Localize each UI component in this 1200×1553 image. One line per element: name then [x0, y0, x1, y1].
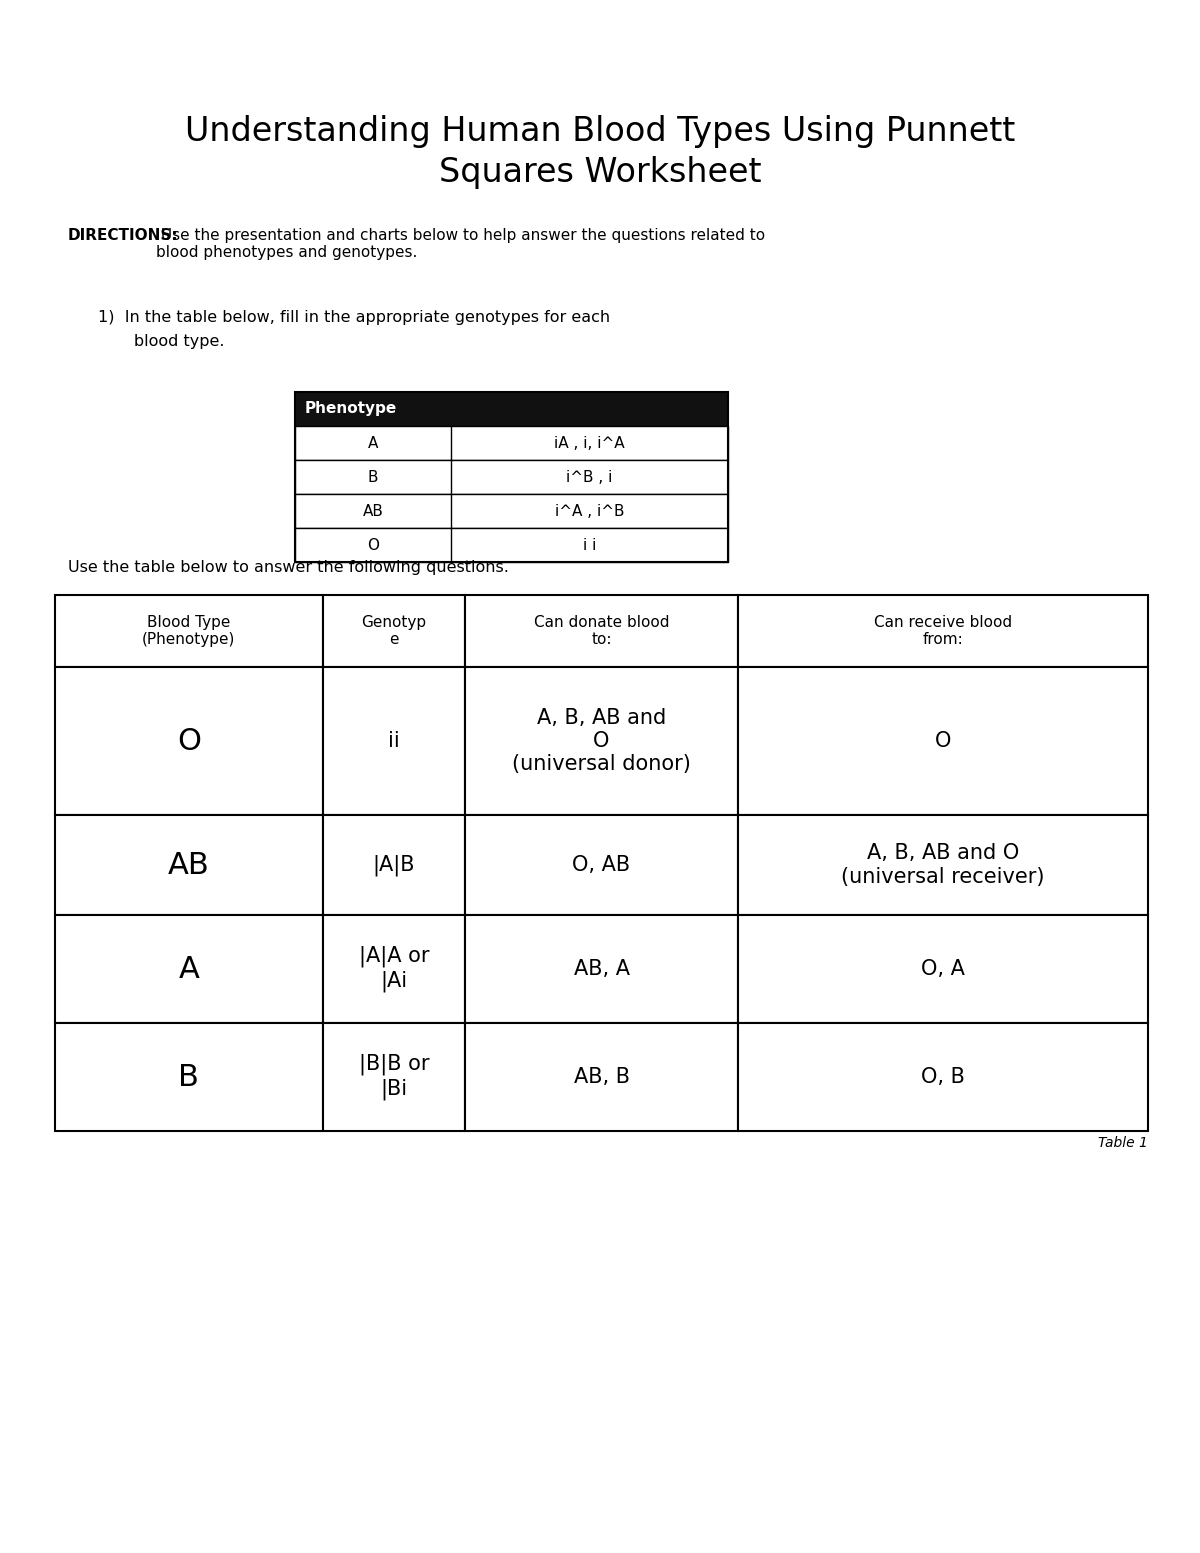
Text: DIRECTIONS:: DIRECTIONS: [68, 228, 179, 242]
Text: i^B , i: i^B , i [566, 469, 613, 485]
Text: A, B, AB and
O
(universal donor): A, B, AB and O (universal donor) [512, 708, 691, 775]
Text: O, B: O, B [922, 1067, 965, 1087]
Bar [295, 528, 728, 562]
Bar [55, 1023, 323, 1131]
Bar [295, 391, 728, 426]
Text: Phenotype: Phenotype [305, 402, 397, 416]
Bar [295, 494, 728, 528]
Bar [738, 1023, 1148, 1131]
Text: i i: i i [583, 537, 596, 553]
Text: AB, A: AB, A [574, 960, 630, 978]
Bar [464, 915, 738, 1023]
Text: AB, B: AB, B [574, 1067, 630, 1087]
Bar [323, 915, 464, 1023]
Text: |B|B or
|Bi: |B|B or |Bi [359, 1054, 430, 1100]
Bar [295, 391, 728, 562]
Bar [464, 666, 738, 815]
Text: O: O [176, 727, 200, 755]
Text: Use the table below to answer the following questions.: Use the table below to answer the follow… [68, 561, 509, 575]
Text: i^A , i^B: i^A , i^B [554, 503, 624, 519]
Bar [55, 666, 323, 815]
Bar [323, 666, 464, 815]
Bar [55, 915, 323, 1023]
Bar [464, 1023, 738, 1131]
Bar [738, 666, 1148, 815]
Bar [464, 595, 738, 666]
Bar [323, 595, 464, 666]
Bar [738, 815, 1148, 915]
Text: Table 1: Table 1 [1098, 1135, 1148, 1151]
Text: |A|B: |A|B [372, 854, 415, 876]
Bar [55, 815, 323, 915]
Text: Can donate blood
to:: Can donate blood to: [534, 615, 670, 648]
Text: AB: AB [362, 503, 383, 519]
Text: B: B [367, 469, 378, 485]
Text: Understanding Human Blood Types Using Punnett
Squares Worksheet: Understanding Human Blood Types Using Pu… [185, 115, 1015, 189]
Bar [295, 426, 728, 460]
Bar [738, 915, 1148, 1023]
Text: Blood Type
(Phenotype): Blood Type (Phenotype) [143, 615, 235, 648]
Text: |A|A or
|Ai: |A|A or |Ai [359, 946, 430, 992]
Text: Genotyp
e: Genotyp e [361, 615, 426, 648]
Text: O, AB: O, AB [572, 856, 630, 874]
Text: blood type.: blood type. [98, 334, 224, 349]
Bar [464, 815, 738, 915]
Bar [295, 460, 728, 494]
Bar [323, 1023, 464, 1131]
Text: A: A [367, 435, 378, 450]
Text: Use the presentation and charts below to help answer the questions related to
bl: Use the presentation and charts below to… [156, 228, 766, 261]
Bar [55, 595, 323, 666]
Text: O, A: O, A [922, 960, 965, 978]
Text: A, B, AB and O
(universal receiver): A, B, AB and O (universal receiver) [841, 843, 1045, 887]
Text: Can receive blood
from:: Can receive blood from: [874, 615, 1012, 648]
Text: O: O [935, 731, 952, 752]
Text: A: A [179, 955, 199, 983]
Bar [323, 815, 464, 915]
Text: AB: AB [168, 851, 210, 879]
Text: 1)  In the table below, fill in the appropriate genotypes for each: 1) In the table below, fill in the appro… [98, 311, 610, 325]
Bar [738, 595, 1148, 666]
Text: B: B [179, 1062, 199, 1092]
Text: O: O [367, 537, 379, 553]
Text: ii: ii [388, 731, 400, 752]
Text: iA , i, i^A: iA , i, i^A [554, 435, 625, 450]
